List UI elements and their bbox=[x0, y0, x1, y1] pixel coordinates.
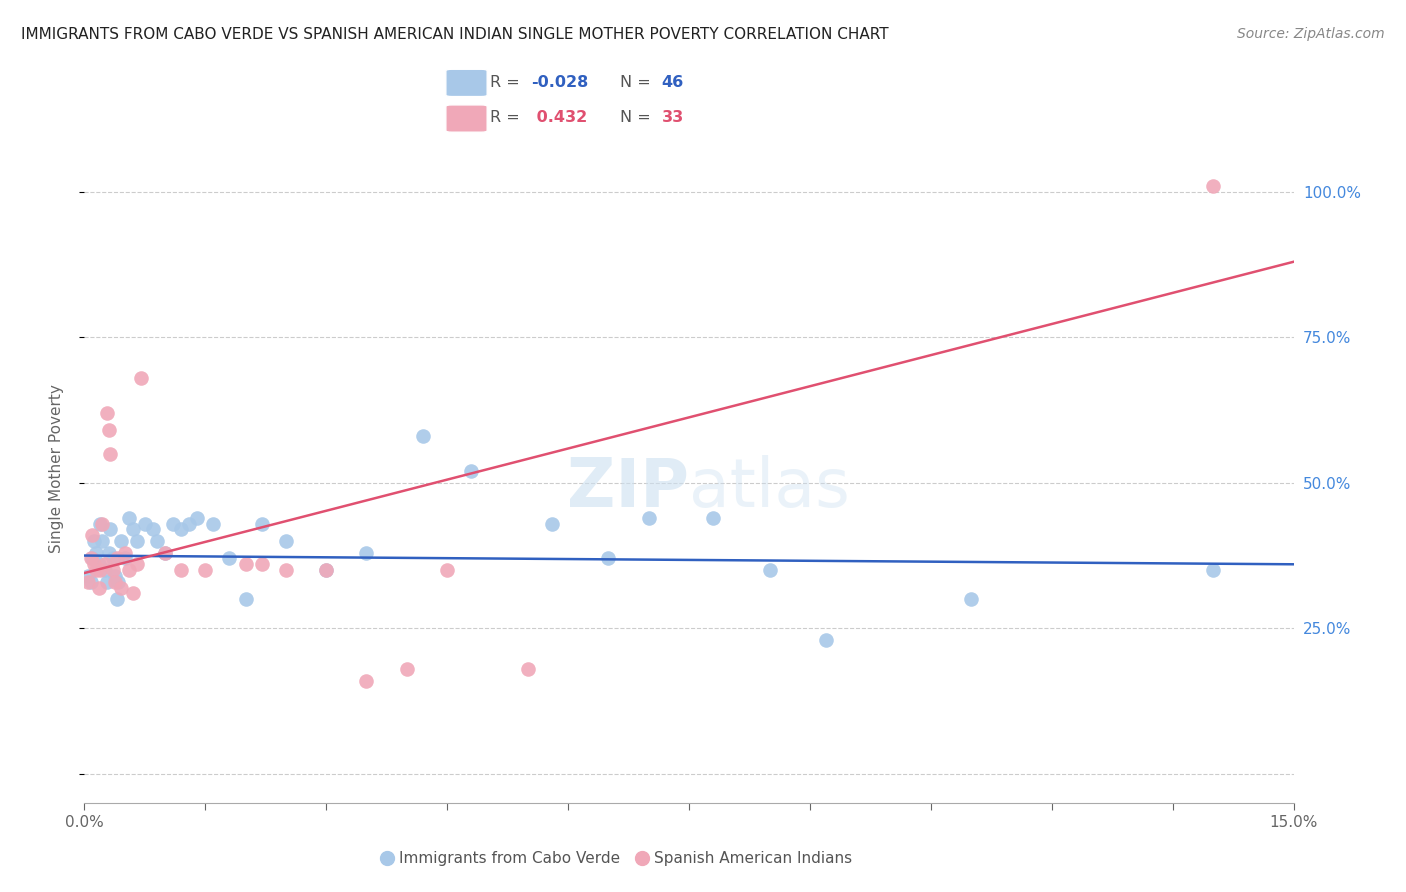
Point bbox=[110, 534, 132, 549]
Text: N =: N = bbox=[620, 76, 657, 90]
Point bbox=[516, 662, 538, 676]
Point bbox=[541, 516, 564, 531]
Point bbox=[83, 534, 105, 549]
Point bbox=[118, 510, 141, 524]
Point bbox=[235, 592, 257, 607]
Point bbox=[142, 522, 165, 536]
Legend: Immigrants from Cabo Verde, Spanish American Indians: Immigrants from Cabo Verde, Spanish Amer… bbox=[374, 845, 858, 872]
FancyBboxPatch shape bbox=[446, 105, 486, 132]
Point bbox=[86, 563, 108, 577]
Point bbox=[356, 673, 378, 688]
Point bbox=[91, 534, 114, 549]
Point bbox=[179, 516, 201, 531]
Point bbox=[218, 551, 240, 566]
Point bbox=[97, 424, 120, 438]
Point bbox=[153, 546, 176, 560]
Point bbox=[960, 592, 983, 607]
Point bbox=[356, 546, 378, 560]
Point bbox=[82, 551, 104, 566]
Point bbox=[101, 563, 124, 577]
Y-axis label: Single Mother Poverty: Single Mother Poverty bbox=[49, 384, 63, 553]
Point bbox=[194, 563, 217, 577]
Point bbox=[250, 558, 273, 572]
Text: 33: 33 bbox=[661, 111, 683, 125]
Point bbox=[96, 406, 118, 420]
Point bbox=[274, 563, 297, 577]
Point bbox=[170, 522, 193, 536]
Point bbox=[97, 546, 120, 560]
Point bbox=[121, 586, 143, 600]
Point bbox=[235, 558, 257, 572]
Text: atlas: atlas bbox=[689, 456, 849, 521]
Text: 0.432: 0.432 bbox=[531, 111, 588, 125]
Point bbox=[86, 546, 108, 560]
Point bbox=[91, 516, 114, 531]
Point bbox=[101, 551, 124, 566]
Point bbox=[637, 510, 659, 524]
Point bbox=[315, 563, 337, 577]
Point bbox=[162, 516, 184, 531]
Point bbox=[118, 563, 141, 577]
Point bbox=[153, 546, 176, 560]
Point bbox=[83, 558, 105, 572]
Point bbox=[598, 551, 620, 566]
Point bbox=[104, 574, 127, 589]
Point bbox=[412, 429, 434, 443]
Point bbox=[125, 534, 148, 549]
FancyBboxPatch shape bbox=[446, 70, 486, 96]
Point bbox=[105, 551, 128, 566]
Point bbox=[96, 574, 118, 589]
Point bbox=[436, 563, 458, 577]
Text: 46: 46 bbox=[661, 76, 683, 90]
Point bbox=[758, 563, 780, 577]
Point bbox=[702, 510, 724, 524]
Point bbox=[87, 558, 110, 572]
Text: Source: ZipAtlas.com: Source: ZipAtlas.com bbox=[1237, 27, 1385, 41]
Point bbox=[98, 447, 121, 461]
Point bbox=[1202, 563, 1225, 577]
Text: IMMIGRANTS FROM CABO VERDE VS SPANISH AMERICAN INDIAN SINGLE MOTHER POVERTY CORR: IMMIGRANTS FROM CABO VERDE VS SPANISH AM… bbox=[21, 27, 889, 42]
Text: N =: N = bbox=[620, 111, 657, 125]
Point bbox=[80, 574, 103, 589]
Text: R =: R = bbox=[491, 76, 524, 90]
Point bbox=[93, 558, 115, 572]
Point bbox=[125, 558, 148, 572]
Point bbox=[87, 581, 110, 595]
Point bbox=[202, 516, 225, 531]
Point bbox=[89, 516, 111, 531]
Point bbox=[134, 516, 156, 531]
Point bbox=[170, 563, 193, 577]
Point bbox=[89, 563, 111, 577]
Point bbox=[146, 534, 169, 549]
Point bbox=[105, 592, 128, 607]
Point bbox=[98, 522, 121, 536]
Point bbox=[107, 574, 129, 589]
Point bbox=[460, 464, 482, 478]
Text: ZIP: ZIP bbox=[567, 456, 689, 521]
Text: R =: R = bbox=[491, 111, 524, 125]
Point bbox=[114, 551, 136, 566]
Point bbox=[250, 516, 273, 531]
Point bbox=[395, 662, 418, 676]
Point bbox=[77, 569, 100, 583]
Point bbox=[814, 632, 837, 647]
Point bbox=[80, 551, 103, 566]
Point bbox=[121, 522, 143, 536]
Point bbox=[93, 563, 115, 577]
Point bbox=[114, 546, 136, 560]
Point bbox=[274, 534, 297, 549]
Point bbox=[315, 563, 337, 577]
Point bbox=[110, 581, 132, 595]
Text: -0.028: -0.028 bbox=[531, 76, 589, 90]
Point bbox=[104, 569, 127, 583]
Point bbox=[186, 510, 208, 524]
Point bbox=[77, 574, 100, 589]
Point bbox=[82, 528, 104, 542]
Point bbox=[1202, 179, 1225, 194]
Point bbox=[129, 371, 152, 385]
